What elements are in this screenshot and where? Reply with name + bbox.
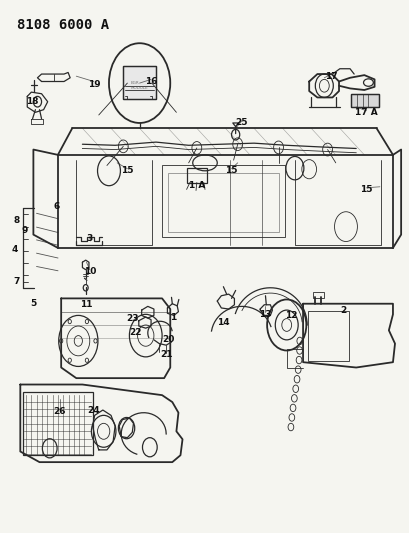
Bar: [23, 392, 92, 455]
Text: 16: 16: [144, 77, 157, 86]
Text: 22: 22: [129, 328, 142, 337]
Text: 20: 20: [162, 335, 174, 344]
Text: 4: 4: [12, 245, 18, 254]
Text: EGR
MODULE: EGR MODULE: [130, 81, 148, 90]
Text: 13: 13: [258, 310, 271, 319]
Text: 19: 19: [88, 80, 100, 89]
Bar: [351, 94, 378, 107]
Text: 26: 26: [54, 407, 66, 416]
Bar: [162, 165, 284, 237]
Text: 24: 24: [88, 406, 100, 415]
Text: 1 A: 1 A: [188, 181, 204, 190]
Text: 3: 3: [86, 235, 93, 244]
Text: 12: 12: [284, 311, 297, 320]
Bar: [351, 94, 378, 107]
Text: 1: 1: [170, 312, 176, 321]
Text: 11: 11: [80, 300, 92, 309]
Text: 17: 17: [325, 71, 337, 80]
Text: 15: 15: [359, 185, 372, 194]
Text: 7: 7: [14, 277, 20, 286]
Text: 10: 10: [83, 268, 96, 276]
Text: 23: 23: [126, 314, 138, 323]
Bar: [123, 66, 155, 99]
Text: 14: 14: [216, 318, 229, 327]
Text: 9: 9: [21, 226, 27, 235]
Text: 21: 21: [160, 350, 172, 359]
Text: 15: 15: [225, 166, 237, 175]
Text: 15: 15: [121, 166, 133, 175]
Bar: [312, 292, 324, 298]
Text: 5: 5: [30, 299, 36, 308]
Bar: [123, 66, 155, 99]
Text: 25: 25: [235, 118, 247, 127]
Text: 6: 6: [54, 203, 60, 212]
Text: 8: 8: [13, 216, 19, 225]
Text: 17 A: 17 A: [354, 108, 377, 117]
Text: 8108 6000 A: 8108 6000 A: [17, 18, 109, 31]
Text: 2: 2: [339, 305, 345, 314]
Bar: [186, 167, 207, 182]
Bar: [307, 311, 348, 361]
Text: 18: 18: [26, 97, 39, 106]
Bar: [168, 173, 278, 232]
